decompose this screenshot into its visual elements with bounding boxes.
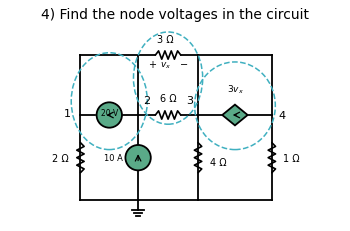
Text: $3v_x$: $3v_x$	[226, 84, 243, 96]
Text: 4: 4	[279, 110, 286, 121]
Polygon shape	[222, 105, 248, 126]
Text: 4) Find the node voltages in the circuit: 4) Find the node voltages in the circuit	[41, 8, 309, 21]
Text: 4 Ω: 4 Ω	[210, 158, 226, 167]
Text: 10 A: 10 A	[104, 153, 123, 162]
Circle shape	[97, 103, 122, 128]
Text: −: −	[180, 60, 188, 70]
Text: $v_x$: $v_x$	[160, 60, 172, 70]
Text: +: +	[148, 60, 156, 70]
Text: 3 Ω: 3 Ω	[158, 34, 174, 44]
Circle shape	[125, 145, 151, 171]
Text: 1 Ω: 1 Ω	[284, 153, 300, 163]
Text: 2 Ω: 2 Ω	[52, 153, 69, 163]
Text: 6 Ω: 6 Ω	[160, 94, 176, 104]
Text: 20 V: 20 V	[101, 109, 118, 118]
Text: 1: 1	[64, 108, 71, 118]
Text: 3: 3	[187, 96, 194, 106]
Text: 2: 2	[143, 96, 150, 106]
